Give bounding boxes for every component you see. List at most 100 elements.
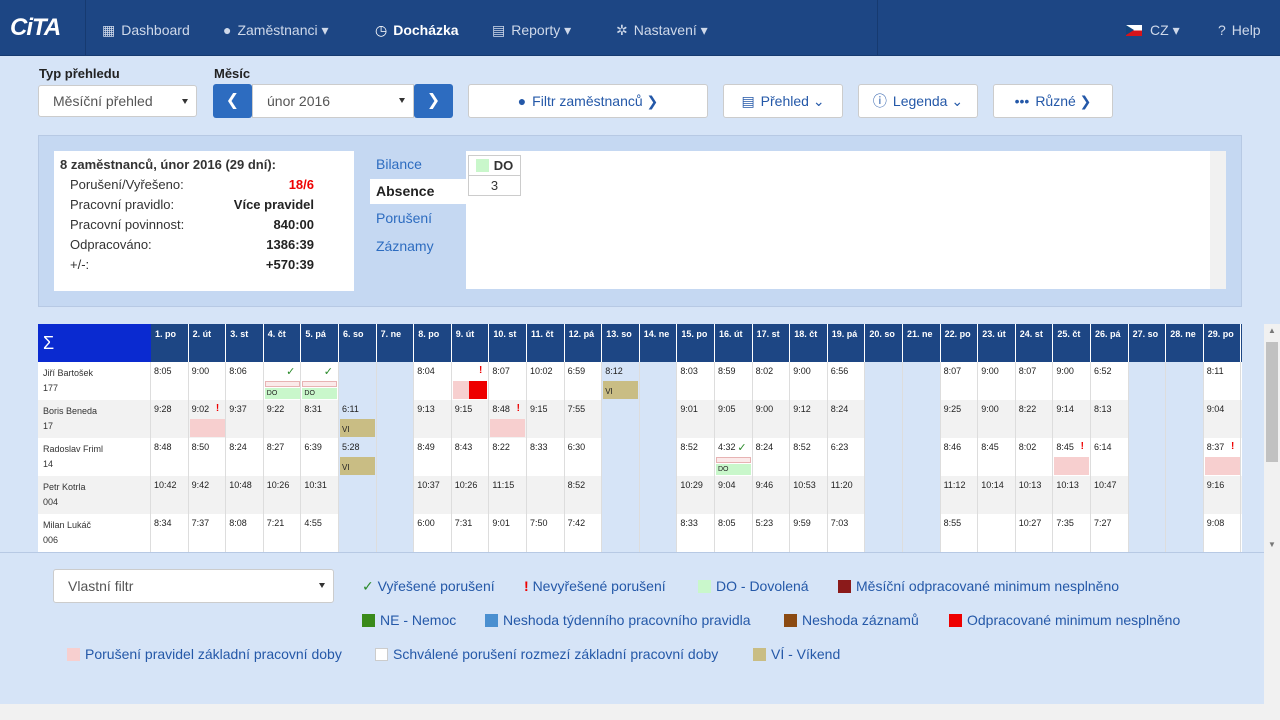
sigma-header[interactable]: Σ — [38, 324, 151, 362]
day-cell[interactable]: 10:14 — [978, 476, 1016, 514]
day-cell[interactable]: 8:13 — [1091, 400, 1129, 438]
nav-language[interactable]: CZ ▾ — [1126, 0, 1180, 56]
day-cell[interactable]: 6:00 — [414, 514, 452, 552]
day-cell[interactable]: 8:12 VI — [602, 362, 640, 400]
day-cell[interactable] — [376, 362, 415, 400]
nav-dashboard[interactable]: ▦ Dashboard — [102, 0, 190, 56]
day-cell[interactable]: 9:04 — [715, 476, 753, 514]
day-cell[interactable]: 4:32 DO ✓ — [715, 438, 753, 476]
day-cell[interactable]: 7:50 — [527, 514, 565, 552]
day-cell[interactable] — [602, 400, 640, 438]
day-cell[interactable]: 8:34 — [151, 514, 189, 552]
tab-absence[interactable]: Absence — [370, 179, 467, 204]
day-cell[interactable]: 8:43 — [452, 438, 490, 476]
day-cell[interactable]: 8:24 — [753, 438, 791, 476]
day-cell[interactable]: 7:03 — [828, 514, 866, 552]
day-cell[interactable]: DO ✓ — [301, 362, 339, 400]
day-cell[interactable]: 9:13 — [414, 400, 452, 438]
nav-reports[interactable]: ▤ Reporty ▾ — [492, 0, 571, 56]
day-cell[interactable]: 6:11 VI — [339, 400, 377, 438]
tab-records[interactable]: Záznamy — [376, 238, 434, 254]
calendar-scrollbar[interactable]: ▲ ▼ — [1264, 324, 1280, 552]
day-cell[interactable]: 8:27 — [264, 438, 302, 476]
day-cell[interactable]: 9:28 — [151, 400, 189, 438]
nav-employees[interactable]: ● Zaměstnanci ▾ — [223, 0, 329, 56]
day-cell[interactable] — [865, 438, 903, 476]
day-cell[interactable]: 9:01 — [489, 514, 527, 552]
day-header[interactable]: 3. st — [226, 324, 264, 362]
day-cell[interactable]: 10:47 — [1091, 476, 1129, 514]
day-cell[interactable] — [1166, 514, 1204, 552]
day-cell[interactable]: 6:39 — [301, 438, 339, 476]
day-cell[interactable]: 9:01 — [677, 400, 715, 438]
day-header[interactable]: 27. so — [1129, 324, 1167, 362]
day-cell[interactable]: 8:07 — [941, 362, 979, 400]
day-cell[interactable]: 5:28 VI — [339, 438, 377, 476]
day-cell[interactable]: 9:25 — [941, 400, 979, 438]
day-cell[interactable]: 9:00 — [1053, 362, 1091, 400]
day-cell[interactable]: 10:53 — [790, 476, 828, 514]
day-cell[interactable]: 5:23 — [753, 514, 791, 552]
day-cell[interactable]: 9:22 — [264, 400, 302, 438]
day-cell[interactable] — [602, 514, 640, 552]
day-cell[interactable]: 7:27 — [1091, 514, 1129, 552]
day-cell[interactable] — [865, 476, 903, 514]
day-cell[interactable] — [639, 438, 678, 476]
day-cell[interactable]: 10:13 — [1016, 476, 1054, 514]
prev-month-button[interactable]: ❮ — [213, 84, 252, 118]
day-cell[interactable]: 7:21 — [264, 514, 302, 552]
day-cell[interactable]: 4:55 — [301, 514, 339, 552]
overview-button[interactable]: ▤ Přehled ⌄ — [723, 84, 843, 118]
day-header[interactable]: 11. čt — [527, 324, 565, 362]
day-cell[interactable]: 7:55 — [565, 400, 603, 438]
day-cell[interactable]: 11:20 — [828, 476, 866, 514]
day-cell[interactable]: 9:46 — [753, 476, 791, 514]
day-cell[interactable]: 8:02 — [753, 362, 791, 400]
employee-filter-button[interactable]: ● Filtr zaměstnanců ❯ — [468, 84, 708, 118]
day-header[interactable]: 29. po — [1204, 324, 1242, 362]
day-cell[interactable] — [903, 438, 941, 476]
day-cell[interactable]: 6:14 — [1091, 438, 1129, 476]
day-cell[interactable]: 8:50 — [189, 438, 227, 476]
day-cell[interactable]: 8:59 — [715, 362, 753, 400]
day-cell[interactable]: 9:04 — [1204, 400, 1242, 438]
day-header[interactable]: 25. čt — [1053, 324, 1091, 362]
day-cell[interactable]: 8:45 — [978, 438, 1016, 476]
day-header[interactable]: 20. so — [865, 324, 903, 362]
day-cell[interactable] — [903, 476, 941, 514]
day-header[interactable]: 10. st — [489, 324, 527, 362]
day-cell[interactable]: 8:06 — [226, 362, 264, 400]
day-cell[interactable]: 7:35 — [1053, 514, 1091, 552]
day-cell[interactable]: 10:26 — [264, 476, 302, 514]
day-cell[interactable]: DO ✓ — [264, 362, 302, 400]
employee-name-cell[interactable]: Milan Lukáč 006 — [38, 514, 151, 552]
day-cell[interactable] — [903, 400, 941, 438]
day-header[interactable]: 2. út — [189, 324, 227, 362]
next-month-button[interactable]: ❯ — [414, 84, 453, 118]
day-cell[interactable]: 8:52 — [565, 476, 603, 514]
day-cell[interactable] — [602, 476, 640, 514]
day-cell[interactable]: 10:26 — [452, 476, 490, 514]
day-cell[interactable]: 9:16 — [1204, 476, 1242, 514]
day-cell[interactable]: 9:15 — [527, 400, 565, 438]
day-cell[interactable]: 8:07 — [489, 362, 527, 400]
day-cell[interactable] — [1166, 400, 1204, 438]
day-cell[interactable]: 8:33 — [677, 514, 715, 552]
month-select[interactable]: únor 2016 — [252, 84, 414, 118]
misc-button[interactable]: ••• Různé ❯ — [993, 84, 1113, 118]
day-header[interactable]: 4. čt — [264, 324, 302, 362]
nav-settings[interactable]: ✲ Nastavení ▾ — [616, 0, 708, 56]
day-header[interactable]: 26. pá — [1091, 324, 1129, 362]
day-cell[interactable]: 8:05 — [151, 362, 189, 400]
day-cell[interactable]: 8:52 — [790, 438, 828, 476]
day-cell[interactable]: 10:13 — [1053, 476, 1091, 514]
day-cell[interactable]: 10:42 — [151, 476, 189, 514]
day-cell[interactable]: 9:05 — [715, 400, 753, 438]
day-cell[interactable] — [1166, 438, 1204, 476]
day-header[interactable]: 19. pá — [828, 324, 866, 362]
tab-violations[interactable]: Porušení — [376, 210, 433, 226]
day-cell[interactable]: 9:00 — [189, 362, 227, 400]
scroll-down-icon[interactable]: ▼ — [1268, 540, 1276, 549]
tab-bilance[interactable]: Bilance — [376, 156, 422, 172]
day-cell[interactable] — [639, 476, 678, 514]
